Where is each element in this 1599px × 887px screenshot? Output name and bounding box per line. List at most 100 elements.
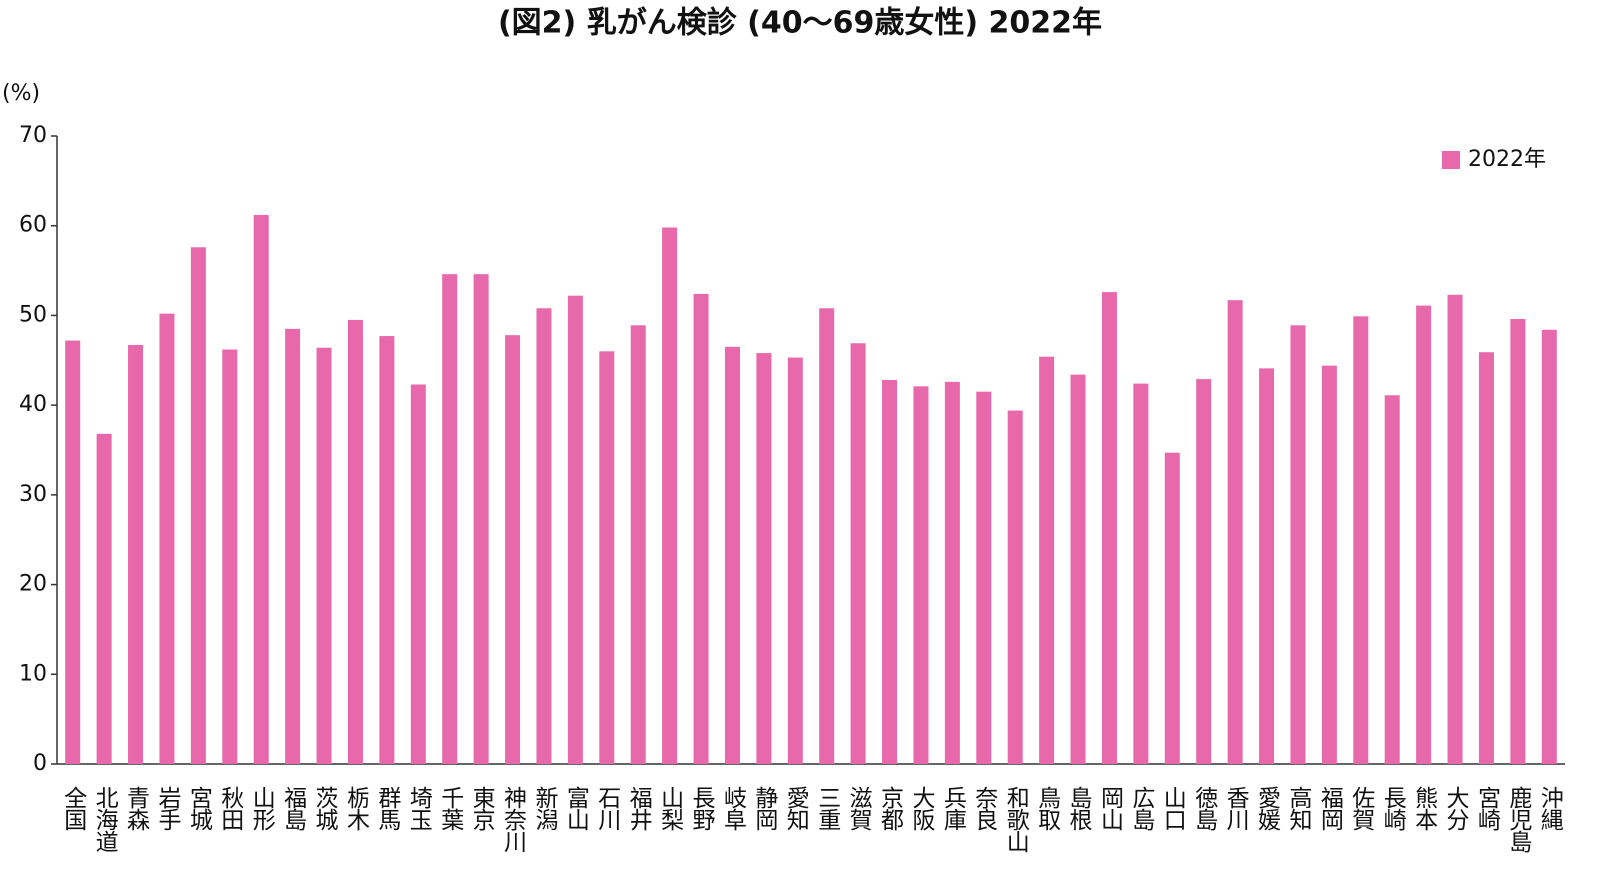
x-tick-label: 石川 <box>594 786 622 831</box>
bar <box>1447 294 1463 764</box>
x-tick-label: 宮城 <box>185 786 213 831</box>
x-tick-label: 岐阜 <box>719 786 746 831</box>
x-tick-label: 大分 <box>1442 786 1470 831</box>
y-tick-label: 30 <box>19 482 47 507</box>
x-tick-label: 栃木 <box>342 786 370 831</box>
x-tick-label: 熊本 <box>1411 786 1439 831</box>
legend-label: 2022年 <box>1468 147 1546 172</box>
bar <box>1133 383 1149 764</box>
bar <box>1353 316 1369 764</box>
bar <box>724 346 740 764</box>
x-tick-label: 山口 <box>1159 786 1185 830</box>
x-tick-label: 鳥取 <box>1034 786 1062 831</box>
bar <box>1384 395 1400 764</box>
bar <box>65 340 81 764</box>
y-tick-label: 50 <box>19 302 47 327</box>
bar <box>1227 300 1243 764</box>
y-tick-label: 70 <box>19 123 47 148</box>
bar <box>1196 379 1212 764</box>
bar <box>1007 410 1023 764</box>
bar <box>1259 368 1275 764</box>
y-tick-label: 20 <box>19 572 47 597</box>
bar <box>128 345 144 764</box>
bar <box>1070 374 1086 764</box>
bar <box>1101 292 1117 764</box>
x-tick-label: 福島 <box>280 786 308 831</box>
x-tick-label: 大阪 <box>908 786 936 831</box>
x-tick-label: 高知 <box>1285 786 1313 831</box>
x-tick-label: 茨城 <box>311 786 339 831</box>
x-tick-label: 山形 <box>248 786 276 831</box>
y-tick-label: 10 <box>19 661 47 686</box>
bar <box>190 247 206 764</box>
bar <box>630 325 646 764</box>
x-tick-label: 沖縄 <box>1536 786 1564 831</box>
bar <box>662 227 678 765</box>
bar <box>1416 305 1432 764</box>
x-tick-label: 愛媛 <box>1254 786 1282 831</box>
bar <box>505 335 521 764</box>
x-tick-label: 岩手 <box>154 786 182 831</box>
x-tick-label: 京都 <box>877 786 905 831</box>
x-tick-label: 宮崎 <box>1473 786 1500 831</box>
x-tick-label: 三重 <box>814 786 841 830</box>
bar <box>1321 365 1337 764</box>
bar <box>253 214 269 764</box>
bar <box>96 433 112 764</box>
x-tick-label: 佐賀 <box>1348 786 1376 831</box>
legend-swatch <box>1442 151 1460 169</box>
bar <box>693 293 709 764</box>
x-tick-label: 長野 <box>688 786 716 831</box>
x-tick-label: 全国 <box>60 786 88 831</box>
x-tick-label: 滋賀 <box>845 786 873 831</box>
bar <box>379 336 395 764</box>
x-tick-label: 福岡 <box>1316 786 1344 831</box>
bar <box>976 391 992 764</box>
x-tick-label: 新潟 <box>531 786 559 831</box>
bar <box>347 319 363 764</box>
x-tick-label: 埼玉 <box>405 786 433 830</box>
bar <box>410 384 426 764</box>
x-tick-label: 兵庫 <box>939 786 967 831</box>
bar <box>944 381 960 764</box>
x-tick-label: 広島 <box>1128 786 1156 831</box>
bar <box>1290 325 1306 764</box>
bar <box>536 308 552 764</box>
x-tick-label: 徳島 <box>1191 786 1219 831</box>
bar <box>442 274 458 764</box>
x-tick-label: 青森 <box>123 786 151 831</box>
x-tick-label: 島根 <box>1065 786 1093 831</box>
x-tick-label: 岡山 <box>1096 786 1122 831</box>
x-tick-label: 群馬 <box>374 786 402 831</box>
bar <box>1039 356 1055 764</box>
y-tick-label: 0 <box>33 751 47 776</box>
y-tick-label: 40 <box>19 392 47 417</box>
bar <box>1478 352 1494 764</box>
x-tick-label: 北海道 <box>91 786 119 853</box>
bar <box>756 353 772 764</box>
x-tick-label: 神奈川 <box>500 786 528 853</box>
bar <box>599 351 615 764</box>
bar <box>819 308 835 764</box>
bar <box>285 328 301 764</box>
x-tick-label: 静岡 <box>751 786 779 831</box>
x-tick-label: 愛知 <box>782 786 810 831</box>
bar <box>567 295 583 764</box>
bar <box>222 349 238 764</box>
x-tick-label: 富山 <box>562 786 589 831</box>
x-tick-label: 和歌山 <box>1002 786 1029 853</box>
bar <box>159 313 175 764</box>
y-axis-label: (%) <box>2 81 40 106</box>
x-tick-label: 長崎 <box>1379 786 1406 831</box>
x-tick-label: 山梨 <box>657 786 685 831</box>
x-tick-label: 秋田 <box>217 786 245 831</box>
bar <box>473 274 489 764</box>
chart-title: (図2) 乳がん検診 (40～69歳女性) 2022年 <box>498 6 1102 41</box>
bar <box>1541 329 1557 764</box>
bar <box>913 386 929 764</box>
bar <box>850 343 866 764</box>
x-tick-label: 香川 <box>1222 786 1250 831</box>
x-tick-label: 東京 <box>468 786 496 831</box>
bar <box>1510 319 1526 764</box>
